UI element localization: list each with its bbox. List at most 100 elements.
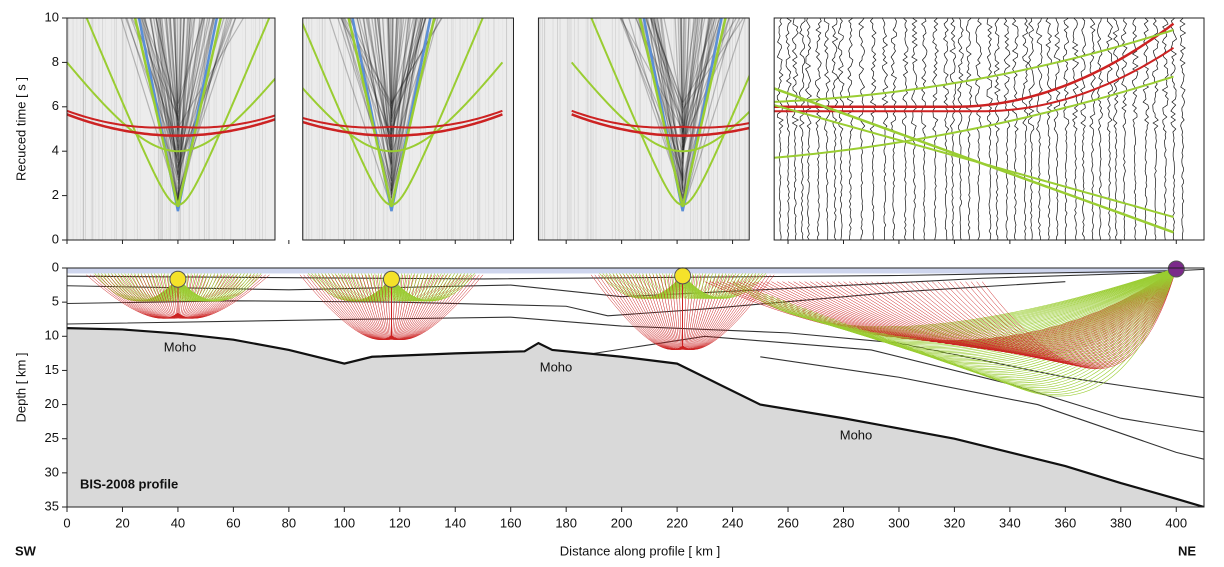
- event: [177, 18, 205, 153]
- travel-time-curve: [774, 29, 1174, 103]
- event: [650, 18, 684, 103]
- event: [157, 18, 179, 176]
- travel-time-curve: [302, 61, 504, 153]
- event: [390, 18, 399, 194]
- travel-time-curve: [137, 18, 219, 212]
- event: [390, 18, 407, 117]
- ray: [351, 273, 392, 302]
- event: [653, 18, 684, 191]
- event: [159, 18, 179, 173]
- ray: [782, 268, 1177, 337]
- event: [177, 18, 186, 133]
- travel-time-curve: [133, 18, 223, 207]
- event: [356, 18, 393, 164]
- event: [660, 18, 684, 182]
- x-tick-label: 400: [1165, 515, 1187, 530]
- ray: [948, 268, 1177, 365]
- event: [620, 18, 684, 166]
- event: [373, 18, 393, 148]
- y-tick-label: 0: [52, 259, 59, 274]
- panel-frame: [537, 17, 750, 241]
- event: [390, 18, 422, 211]
- event: [682, 18, 690, 181]
- event: [141, 18, 179, 200]
- event: [388, 18, 393, 106]
- event: [177, 18, 196, 201]
- event: [177, 18, 204, 105]
- event: [328, 18, 393, 209]
- annotation: Moho: [840, 427, 873, 442]
- x-tick-label: 280: [833, 515, 855, 530]
- seismic-section: [67, 18, 275, 240]
- event: [390, 18, 426, 191]
- travel-time-curve: [85, 18, 271, 206]
- trace: [965, 18, 973, 240]
- ray: [954, 268, 1177, 366]
- event: [680, 18, 684, 193]
- y-tick-label: 4: [52, 143, 59, 158]
- layer-boundary: [67, 281, 1066, 317]
- event: [174, 18, 179, 125]
- trace: [1021, 18, 1029, 240]
- event: [645, 18, 684, 183]
- ray: [391, 273, 475, 302]
- ray: [754, 268, 1177, 332]
- event: [177, 18, 211, 156]
- layer-boundary: [67, 271, 1177, 298]
- event: [174, 18, 179, 158]
- event: [682, 18, 711, 155]
- event: [682, 18, 690, 157]
- ray: [804, 268, 1177, 350]
- event: [390, 18, 443, 103]
- y-axis-label: Depth [ km ]: [13, 352, 28, 422]
- event: [177, 18, 236, 166]
- travel-time-curve: [642, 18, 723, 212]
- ray: [743, 268, 1177, 330]
- event: [674, 18, 684, 190]
- y-tick-label: 15: [45, 362, 59, 377]
- ray: [765, 268, 1177, 346]
- ray: [793, 268, 1177, 349]
- event: [390, 18, 405, 114]
- event: [682, 18, 735, 211]
- event: [149, 18, 179, 164]
- event: [386, 18, 393, 130]
- trace: [932, 18, 939, 240]
- event: [366, 18, 393, 151]
- event: [647, 18, 684, 204]
- event: [682, 18, 718, 181]
- event: [152, 18, 179, 155]
- event: [390, 18, 437, 123]
- ray: [865, 268, 1177, 355]
- trace: [993, 18, 1001, 240]
- event: [390, 18, 426, 135]
- event: [390, 18, 398, 118]
- ray: [937, 268, 1177, 364]
- event: [682, 18, 721, 133]
- event: [362, 18, 393, 192]
- trace: [1028, 18, 1035, 240]
- event: [381, 18, 393, 146]
- event: [390, 18, 422, 119]
- event: [177, 18, 244, 129]
- trace: [1152, 18, 1159, 240]
- event: [177, 18, 185, 168]
- event: [177, 18, 209, 167]
- event: [177, 18, 233, 169]
- event: [177, 18, 201, 210]
- travel-time-curve: [302, 113, 503, 137]
- trace: [1096, 18, 1104, 240]
- event: [651, 18, 684, 199]
- ray: [771, 268, 1177, 335]
- event: [177, 18, 185, 147]
- event: [378, 18, 393, 175]
- event: [390, 18, 403, 162]
- event: [682, 18, 696, 102]
- x-tick-label: 380: [1110, 515, 1132, 530]
- event: [356, 18, 393, 166]
- event: [376, 18, 393, 131]
- event: [177, 18, 214, 181]
- ray: [987, 268, 1177, 390]
- ray: [776, 268, 1177, 347]
